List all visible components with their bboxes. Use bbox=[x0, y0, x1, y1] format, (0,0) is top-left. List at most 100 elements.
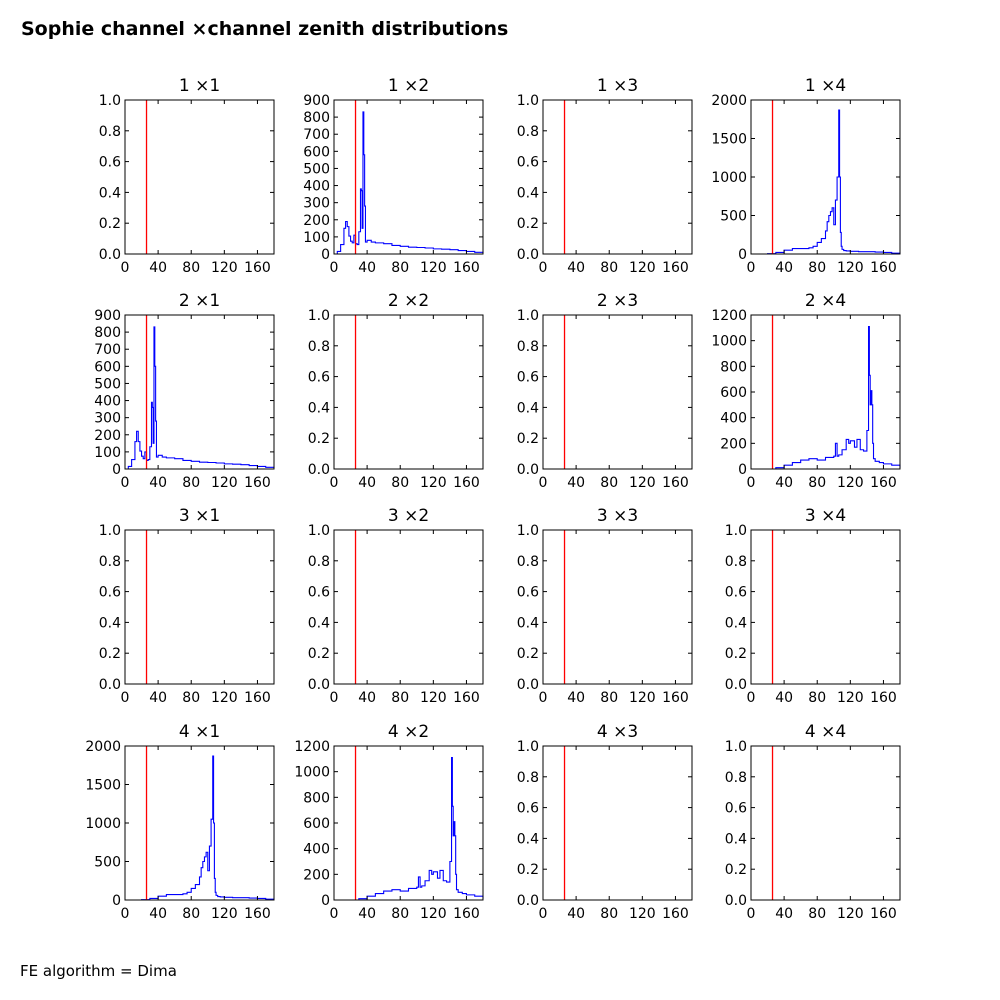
subplot-title: 2 ×2 bbox=[388, 291, 429, 311]
x-tick-label: 160 bbox=[453, 906, 480, 922]
x-tick-label: 40 bbox=[358, 475, 376, 491]
y-tick-label: 0.2 bbox=[517, 646, 539, 662]
subplot-title: 2 ×4 bbox=[805, 291, 846, 311]
x-tick-label: 80 bbox=[808, 906, 826, 922]
x-tick-label: 120 bbox=[211, 260, 238, 276]
y-tick-label: 0.4 bbox=[725, 831, 747, 847]
x-tick-label: 0 bbox=[121, 690, 130, 706]
x-tick-label: 0 bbox=[539, 260, 548, 276]
y-tick-label: 400 bbox=[94, 394, 121, 410]
y-tick-label: 1.0 bbox=[517, 308, 539, 324]
x-tick-label: 0 bbox=[330, 906, 339, 922]
y-tick-label: 0.2 bbox=[308, 646, 330, 662]
y-tick-label: 0.0 bbox=[517, 462, 539, 478]
y-tick-label: 1000 bbox=[294, 765, 330, 781]
subplot: 0 40 80 120 160 0.0 0.2 0.4 0.6 0.8 1.0 1 ×3 bbox=[517, 76, 693, 276]
y-tick-label: 1.0 bbox=[99, 523, 121, 539]
x-tick-label: 80 bbox=[391, 475, 409, 491]
y-tick-label: 200 bbox=[94, 428, 121, 444]
y-tick-label: 1200 bbox=[711, 308, 747, 324]
x-tick-label: 160 bbox=[453, 260, 480, 276]
subplot: 0 40 80 120 160 0.0 0.2 0.4 0.6 0.8 1.0 2 ×3 bbox=[517, 291, 693, 491]
x-tick-label: 160 bbox=[870, 475, 897, 491]
plot-area bbox=[543, 100, 692, 254]
y-tick-label: 0.2 bbox=[517, 216, 539, 232]
x-tick-label: 80 bbox=[600, 690, 618, 706]
y-tick-label: 1000 bbox=[711, 170, 747, 186]
y-tick-label: 400 bbox=[303, 179, 330, 195]
x-tick-label: 0 bbox=[747, 690, 756, 706]
axes-frame bbox=[542, 99, 693, 255]
y-tick-label: 100 bbox=[303, 230, 330, 246]
y-tick-label: 0.4 bbox=[517, 831, 539, 847]
axes-frame bbox=[542, 529, 693, 685]
subplot-title: 4 ×4 bbox=[805, 722, 846, 742]
plot-area bbox=[125, 746, 274, 900]
subplot-title: 1 ×3 bbox=[597, 76, 638, 96]
histogram-series bbox=[334, 756, 484, 901]
y-tick-label: 0.8 bbox=[308, 554, 330, 570]
y-tick-label: 0.6 bbox=[725, 585, 747, 601]
y-tick-label: 0.6 bbox=[517, 585, 539, 601]
y-tick-label: 600 bbox=[303, 816, 330, 832]
x-tick-label: 40 bbox=[567, 690, 585, 706]
y-tick-label: 500 bbox=[94, 376, 121, 392]
plot-area bbox=[125, 315, 274, 469]
x-tick-label: 40 bbox=[149, 475, 167, 491]
subplot: 0 40 80 120 160 0 500 1000 1500 2000 1 ×4 bbox=[711, 76, 901, 276]
y-tick-label: 300 bbox=[303, 196, 330, 212]
subplot-title: 4 ×1 bbox=[179, 722, 220, 742]
y-tick-label: 1.0 bbox=[725, 739, 747, 755]
y-tick-label: 800 bbox=[303, 790, 330, 806]
y-tick-label: 800 bbox=[303, 110, 330, 126]
plot-area bbox=[334, 100, 483, 254]
x-tick-label: 80 bbox=[391, 906, 409, 922]
y-tick-label: 1.0 bbox=[517, 739, 539, 755]
y-tick-label: 2000 bbox=[711, 93, 747, 109]
y-tick-label: 100 bbox=[94, 445, 121, 461]
plot-area bbox=[751, 100, 900, 254]
x-tick-label: 160 bbox=[662, 690, 689, 706]
x-tick-label: 40 bbox=[149, 690, 167, 706]
plot-area bbox=[751, 315, 900, 469]
x-tick-label: 120 bbox=[211, 906, 238, 922]
subplot: 0 40 80 120 160 0.0 0.2 0.4 0.6 0.8 1.0 2 ×2 bbox=[308, 291, 484, 491]
y-tick-label: 0.4 bbox=[99, 185, 121, 201]
axes-frame bbox=[333, 99, 484, 255]
plot-area bbox=[125, 100, 274, 254]
x-tick-label: 160 bbox=[870, 260, 897, 276]
y-tick-label: 300 bbox=[94, 411, 121, 427]
axes-frame bbox=[124, 99, 275, 255]
x-tick-label: 0 bbox=[330, 690, 339, 706]
x-tick-label: 0 bbox=[121, 906, 130, 922]
y-tick-label: 0.2 bbox=[725, 646, 747, 662]
y-tick-label: 0.6 bbox=[308, 585, 330, 601]
y-tick-label: 0 bbox=[321, 893, 330, 909]
y-tick-label: 1200 bbox=[294, 739, 330, 755]
x-tick-label: 80 bbox=[182, 260, 200, 276]
histogram-series bbox=[125, 755, 275, 901]
x-tick-label: 80 bbox=[182, 690, 200, 706]
y-tick-label: 1.0 bbox=[517, 523, 539, 539]
x-tick-label: 0 bbox=[330, 475, 339, 491]
x-tick-label: 120 bbox=[629, 906, 656, 922]
y-tick-label: 500 bbox=[94, 855, 121, 871]
axes-frame bbox=[333, 529, 484, 685]
y-tick-label: 0.4 bbox=[308, 400, 330, 416]
y-tick-label: 0.0 bbox=[99, 247, 121, 263]
axes-frame bbox=[333, 314, 484, 470]
y-tick-label: 0.8 bbox=[725, 554, 747, 570]
x-tick-label: 80 bbox=[808, 475, 826, 491]
y-tick-label: 1000 bbox=[711, 334, 747, 350]
y-tick-label: 0.8 bbox=[517, 339, 539, 355]
axes-frame bbox=[750, 745, 901, 901]
y-tick-label: 1500 bbox=[85, 778, 121, 794]
x-tick-label: 40 bbox=[775, 260, 793, 276]
axes-frame bbox=[124, 314, 275, 470]
y-tick-label: 0.2 bbox=[99, 216, 121, 232]
x-tick-label: 120 bbox=[420, 475, 447, 491]
x-tick-label: 160 bbox=[453, 475, 480, 491]
histogram-series bbox=[334, 111, 484, 255]
y-tick-label: 400 bbox=[720, 411, 747, 427]
